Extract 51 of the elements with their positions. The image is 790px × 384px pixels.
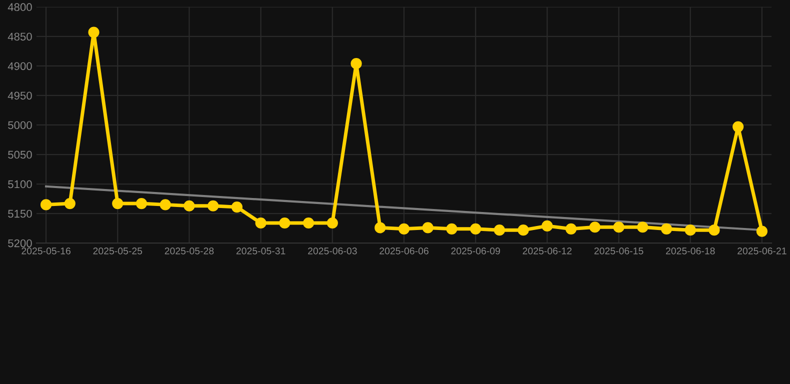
point [112,198,124,210]
point [88,26,100,38]
y-tick-label: 4900 [8,62,32,70]
x-tick-label: 2025-06-06 [380,247,428,254]
x-tick-label: 2025-05-25 [93,247,142,254]
x-tick-label: 2025-06-15 [594,247,644,254]
point [374,222,386,234]
y-tick-label: 5100 [8,180,32,188]
point [494,224,506,236]
y-tick-label: 4800 [8,3,32,12]
point [279,217,290,229]
point [708,224,720,236]
point [589,222,600,233]
point [40,199,52,210]
point [732,121,744,132]
y-tick-label: 5000 [8,121,32,130]
point [160,199,171,210]
point [660,223,672,234]
point [302,217,314,229]
point [637,222,648,233]
x-tick-label: 2025-05-31 [236,247,286,254]
point [518,224,529,236]
y-tick-label: 5200 [8,239,32,248]
y-tick-label: 5050 [8,150,32,159]
point [231,202,243,213]
point [684,224,696,236]
x-tick-label: 2025-06-21 [738,247,786,254]
point [136,198,148,210]
x-tick-label: 2025-06-09 [451,247,500,254]
point [422,222,434,234]
point [184,200,195,212]
point [470,223,482,234]
y-tick-label: 4850 [8,32,32,41]
point [398,223,410,234]
point [613,222,624,233]
x-tick-label: 2025-06-18 [666,247,715,254]
point [350,58,362,70]
point [542,220,553,232]
x-tick-label: 2025-06-03 [308,247,357,254]
point [565,223,577,234]
point [446,223,458,234]
y-tick-label: 4950 [8,92,32,100]
point [326,217,338,229]
x-tick-label: 2025-05-28 [164,247,214,254]
point [255,217,266,229]
point [64,198,76,210]
y-tick-label: 5150 [8,210,32,218]
x-tick-label: 2025-06-12 [522,247,572,254]
point [756,226,768,237]
x-tick-label: 2025-05-16 [22,247,70,254]
point [208,200,219,212]
